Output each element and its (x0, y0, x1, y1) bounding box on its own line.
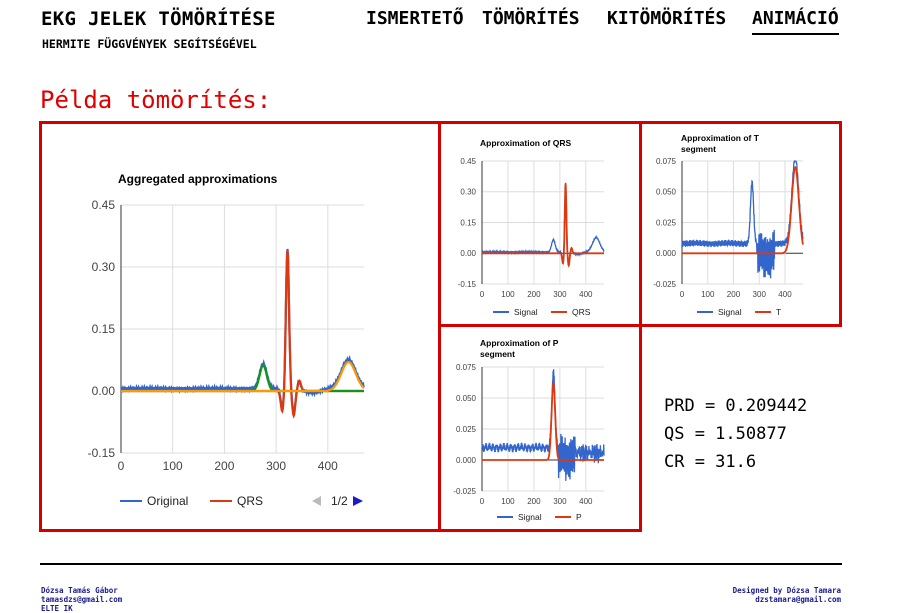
legend-label: Signal (514, 307, 538, 317)
app-title: EKG JELEK TÖMÖRÍTÉSE (41, 8, 276, 30)
y-tick-label: -0.15 (88, 446, 116, 460)
pager-label: 1/2 (331, 494, 348, 508)
y-tick-label: 0.00 (92, 384, 116, 398)
x-tick-label: 400 (778, 290, 792, 299)
series-signal (681, 160, 804, 279)
prd-value: PRD = 0.209442 (664, 396, 808, 416)
series-signal (481, 369, 605, 481)
y-tick-label: -0.15 (458, 280, 477, 289)
series-p (482, 380, 604, 461)
x-tick-label: 200 (727, 290, 741, 299)
y-tick-label: 0.075 (456, 363, 477, 372)
legend-label: T (776, 307, 781, 317)
designer-credit: Designed by Dózsa Tamara (732, 586, 841, 595)
y-tick-label: 0.000 (656, 249, 677, 258)
x-tick-label: 400 (318, 459, 338, 473)
legend-label: Original (147, 494, 188, 508)
y-tick-label: 0.050 (656, 188, 677, 197)
x-tick-label: 0 (118, 459, 125, 473)
legend-label: QRS (572, 307, 591, 317)
chart-title: Approximation of QRS (480, 138, 571, 148)
nav-ismerteto[interactable]: ISMERTETŐ (366, 8, 464, 29)
y-tick-label: 0.15 (460, 218, 476, 227)
y-tick-label: 0.15 (92, 322, 116, 336)
footer-designer: Designed by Dózsa Tamara dzstamara@gmail… (733, 586, 841, 604)
x-tick-label: 300 (553, 290, 567, 299)
y-tick-label: 0.30 (92, 260, 116, 274)
designer-email[interactable]: dzstamara@gmail.com (755, 595, 841, 604)
y-tick-label: 0.075 (656, 157, 677, 166)
y-tick-label: 0.00 (460, 249, 476, 258)
chart-title: segment (480, 349, 515, 359)
legend-label: QRS (237, 494, 263, 508)
y-tick-label: -0.025 (453, 487, 476, 496)
section-title: Példa tömörítés: (40, 86, 272, 114)
x-tick-label: 300 (553, 497, 567, 506)
footer-divider (40, 563, 842, 565)
y-tick-label: 0.000 (456, 456, 477, 465)
y-tick-label: 0.45 (92, 198, 116, 212)
y-tick-label: 0.30 (460, 188, 476, 197)
qrs-chart: Approximation of QRS 0.45 0.30 0.15 0.00 -0.1… (458, 138, 605, 317)
series-qrs (482, 183, 604, 268)
chart-title: segment (681, 144, 716, 154)
x-tick-label: 200 (527, 290, 541, 299)
nav-animacio[interactable]: ANIMÁCIÓ (752, 8, 839, 35)
author-name: Dózsa Tamás Gábor (41, 586, 118, 595)
author-org: ELTE IK (41, 604, 73, 613)
chart-title: Aggregated approximations (118, 172, 278, 186)
x-tick-label: 100 (501, 497, 515, 506)
x-tick-label: 100 (501, 290, 515, 299)
cr-value: CR = 31.6 (664, 452, 757, 472)
x-tick-label: 0 (680, 290, 685, 299)
y-tick-label: 0.45 (460, 157, 476, 166)
x-tick-label: 100 (701, 290, 715, 299)
x-tick-label: 200 (214, 459, 234, 473)
app-subtitle: HERMITE FÜGGVÉNYEK SEGÍTSÉGÉVEL (42, 37, 257, 51)
pager-next-icon[interactable] (353, 496, 363, 506)
y-tick-label: 0.025 (656, 218, 677, 227)
y-tick-label: -0.025 (653, 280, 676, 289)
legend-label: P (576, 512, 582, 522)
nav-tomorites[interactable]: TÖMÖRÍTÉS (482, 8, 580, 29)
chart-title: Approximation of T (681, 133, 760, 143)
chart-title: Approximation of P (480, 338, 559, 348)
author-email[interactable]: tamasdzs@gmail.com (41, 595, 123, 604)
x-tick-label: 300 (266, 459, 286, 473)
x-tick-label: 0 (480, 290, 485, 299)
y-tick-label: 0.025 (456, 425, 477, 434)
x-tick-label: 400 (579, 497, 593, 506)
nav-kitomorites[interactable]: KITÖMÖRÍTÉS (607, 8, 727, 29)
x-tick-label: 300 (753, 290, 767, 299)
x-tick-label: 100 (163, 459, 183, 473)
x-tick-label: 400 (579, 290, 593, 299)
footer-author: Dózsa Tamás Gábor tamasdzs@gmail.com ELT… (41, 586, 122, 613)
series-t (121, 361, 365, 393)
aggregated-chart-panel: Aggregated approximations 0.45 0.30 0.15 0.0… (39, 121, 441, 532)
x-tick-label: 200 (527, 497, 541, 506)
compression-stats: PRD = 0.209442 QS = 1.50877 CR = 31.6 (664, 392, 807, 476)
y-tick-label: 0.050 (456, 394, 477, 403)
legend-label: Signal (718, 307, 742, 317)
legend-label: Signal (518, 512, 542, 522)
pager-prev-icon[interactable] (312, 496, 321, 506)
qrs-chart-panel: Approximation of QRS 0.45 0.30 0.15 0.00 -0.1… (438, 121, 642, 327)
qs-value: QS = 1.50877 (664, 424, 787, 444)
series-t (682, 166, 804, 255)
x-tick-label: 0 (480, 497, 485, 506)
